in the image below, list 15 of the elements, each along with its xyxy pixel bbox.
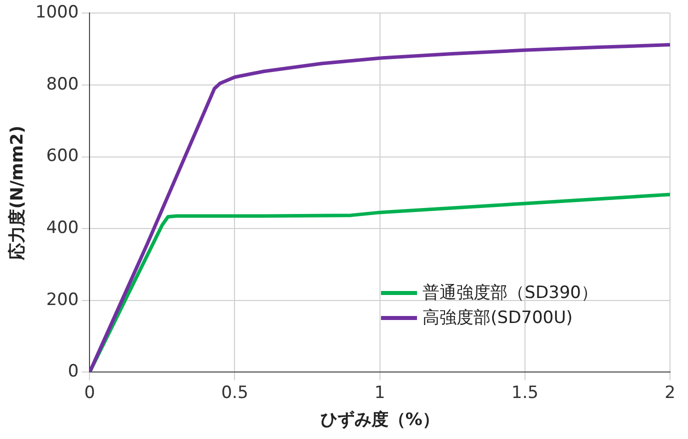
y-tick-label: 400 (46, 218, 79, 238)
y-tick-label: 800 (46, 74, 79, 94)
y-tick-label: 0 (68, 362, 79, 382)
legend-label: 高強度部(SD700U) (422, 307, 573, 329)
y-tick-label: 1000 (35, 2, 79, 23)
x-tick-label: 1.5 (511, 382, 538, 403)
x-axis-title: ひずみ度（%） (320, 410, 440, 430)
x-tick-label: 0.5 (221, 382, 248, 403)
legend-label: 普通強度部（SD390） (422, 282, 598, 304)
x-tick-label: 0 (84, 382, 96, 403)
y-axis-title: 応力度(N/mm2) (8, 126, 28, 261)
y-tick-label: 200 (46, 290, 79, 310)
y-tick-label: 600 (46, 146, 79, 166)
x-tick-label: 1 (374, 382, 386, 403)
x-tick-label: 2 (664, 382, 676, 403)
